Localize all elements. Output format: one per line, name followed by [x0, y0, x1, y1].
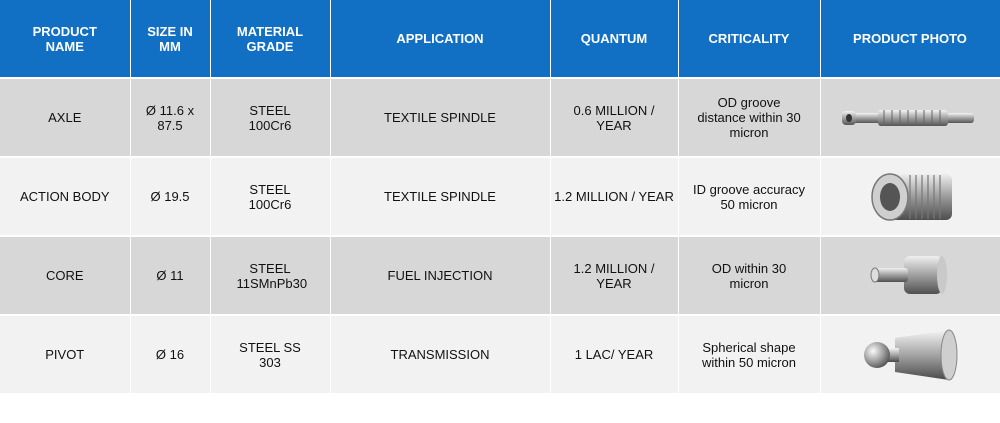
header-application: APPLICATION	[330, 0, 551, 79]
cell-product-name: PIVOT	[0, 315, 131, 395]
cell-quantum: 1.2 MILLION / YEAR	[550, 236, 679, 316]
header-product-name: PRODUCT NAME	[0, 0, 131, 79]
table-row: AXLE Ø 11.6 x 87.5 STEEL 100Cr6 TEXTILE …	[0, 78, 1000, 158]
cell-material-grade: STEEL 11SMnPb30	[210, 236, 331, 316]
cell-criticality: Spherical shape within 50 micron	[678, 315, 821, 395]
header-criticality: CRITICALITY	[678, 0, 821, 79]
axle-photo-icon	[842, 109, 974, 126]
cell-size: Ø 11	[130, 236, 211, 316]
header-row: PRODUCT NAME SIZE IN MM MATERIAL GRADE A…	[0, 0, 1000, 79]
cell-material-grade: STEEL SS 303	[210, 315, 331, 395]
core-photo-icon	[870, 255, 947, 294]
cell-application: FUEL INJECTION	[330, 236, 551, 316]
header-product-photo: PRODUCT PHOTO	[820, 0, 1000, 79]
header-size: SIZE IN MM	[130, 0, 211, 79]
cell-criticality: OD within 30 micron	[678, 236, 821, 316]
cell-quantum: 0.6 MILLION / YEAR	[550, 78, 679, 158]
cell-product-name: ACTION BODY	[0, 157, 131, 237]
cell-product-photo	[820, 236, 1000, 316]
cell-application: TEXTILE SPINDLE	[330, 157, 551, 237]
cell-size: Ø 11.6 x 87.5	[130, 78, 211, 158]
cell-quantum: 1.2 MILLION / YEAR	[550, 157, 679, 237]
header-material-grade: MATERIAL GRADE	[210, 0, 331, 79]
cell-criticality: OD groove distance within 30 micron	[678, 78, 821, 158]
cell-application: TEXTILE SPINDLE	[330, 78, 551, 158]
cell-product-name: CORE	[0, 236, 131, 316]
header-quantum: QUANTUM	[550, 0, 679, 79]
cell-application: TRANSMISSION	[330, 315, 551, 395]
product-table: PRODUCT NAME SIZE IN MM MATERIAL GRADE A…	[0, 0, 1000, 395]
cell-quantum: 1 LAC/ YEAR	[550, 315, 679, 395]
cell-criticality: ID groove accuracy 50 micron	[678, 157, 821, 237]
cell-product-name: AXLE	[0, 78, 131, 158]
action-body-photo-icon	[871, 172, 952, 221]
table-row: ACTION BODY Ø 19.5 STEEL 100Cr6 TEXTILE …	[0, 157, 1000, 237]
cell-size: Ø 19.5	[130, 157, 211, 237]
cell-product-photo	[820, 78, 1000, 158]
table-row: CORE Ø 11 STEEL 11SMnPb30 FUEL INJECTION…	[0, 236, 1000, 316]
cell-size: Ø 16	[130, 315, 211, 395]
cell-material-grade: STEEL 100Cr6	[210, 78, 331, 158]
cell-product-photo	[820, 157, 1000, 237]
pivot-photo-icon	[864, 329, 958, 380]
cell-material-grade: STEEL 100Cr6	[210, 157, 331, 237]
table-row: PIVOT Ø 16 STEEL SS 303 TRANSMISSION 1 L…	[0, 315, 1000, 395]
cell-product-photo	[820, 315, 1000, 395]
